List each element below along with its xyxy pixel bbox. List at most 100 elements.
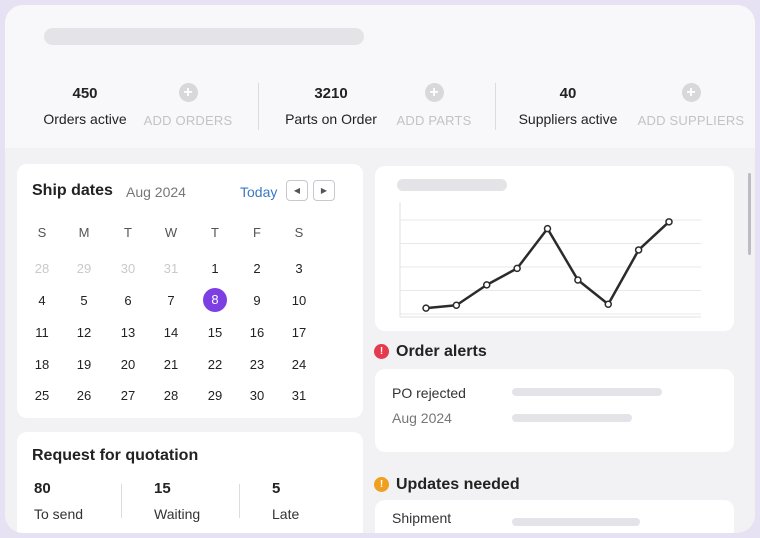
calendar-day[interactable]: 6 [124,293,132,308]
rfq-stat-to-send: 80 To send [34,480,83,522]
stat-label: Parts on Order [285,111,377,127]
divider [121,484,122,518]
calendar-day[interactable]: 14 [163,325,179,340]
data-point[interactable] [513,264,521,273]
calendar-day[interactable]: 23 [249,357,265,372]
warning-icon: ! [374,477,389,492]
calendar-day[interactable]: 5 [80,293,88,308]
plus-icon: + [424,83,444,102]
calendar-day[interactable]: 26 [76,388,92,403]
calendar-day[interactable]: 24 [291,357,307,372]
plus-icon: + [178,83,198,102]
data-point[interactable] [634,246,643,254]
calendar-day[interactable]: 9 [253,293,261,308]
calendar-day[interactable]: 17 [291,325,307,340]
calendar-day[interactable]: 27 [120,388,136,403]
calendar-day[interactable]: 12 [76,325,92,340]
alert-icon: ! [374,344,389,359]
request-for-quotation-card: Request for quotation 80 To send 15 Wait… [17,432,363,533]
calendar-day[interactable]: 4 [38,293,46,308]
weekday-label: S [37,225,47,240]
calendar-day[interactable]: 31 [291,388,307,403]
calendar-day[interactable]: 15 [207,325,223,340]
title-placeholder [44,28,364,45]
calendar-day[interactable]: 19 [76,357,92,372]
rfq-label: Waiting [154,506,201,522]
calendar-day[interactable]: 7 [167,293,175,308]
calendar-day[interactable]: 18 [34,357,50,372]
calendar-day[interactable]: 31 [163,261,179,276]
calendar-day[interactable]: 28 [163,388,179,403]
next-month-button[interactable]: ▶ [313,180,335,201]
calendar-day[interactable]: 30 [120,261,136,276]
add-suppliers-button[interactable]: + ADD SUPPLIERS [633,83,749,128]
data-point[interactable] [483,281,491,289]
alert-item-label: PO rejected [392,385,466,401]
divider [239,484,240,518]
rfq-stat-waiting: 15 Waiting [154,480,200,522]
chart-title-placeholder [397,179,507,191]
calendar-day[interactable]: 21 [163,357,179,372]
calendar-day[interactable]: 25 [34,388,50,403]
calendar-day[interactable]: 3 [295,261,303,276]
scrollbar[interactable] [748,173,751,255]
chevron-right-icon: ▶ [320,186,328,195]
data-point[interactable] [543,224,552,233]
divider [495,83,496,130]
stat-parts-on-order: 3210 Parts on Order [280,85,382,127]
weekday-label: T [211,225,219,240]
stat-orders-active: 450 Orders active [35,85,135,127]
rfq-value: 15 [154,480,171,497]
data-point[interactable] [452,301,461,309]
prev-month-button[interactable]: ◀ [286,180,308,201]
rfq-title: Request for quotation [32,447,199,464]
calendar-day[interactable]: 22 [207,357,223,372]
rfq-label: To send [34,506,84,522]
add-label: ADD SUPPLIERS [637,113,745,128]
rfq-label: Late [272,506,300,522]
add-label: ADD ORDERS [143,113,233,128]
divider [258,83,259,130]
calendar-day[interactable]: 10 [291,293,307,308]
calendar-day[interactable]: 29 [76,261,92,276]
alert-item-date: Aug 2024 [392,410,452,426]
calendar-day[interactable]: 11 [35,325,49,340]
stat-suppliers-active: 40 Suppliers active [513,85,623,127]
calendar-day[interactable]: 28 [34,261,50,276]
updates-needed-title: Updates needed [396,476,520,493]
add-parts-button[interactable]: + ADD PARTS [389,83,479,128]
calendar-month: Aug 2024 [126,184,186,200]
stat-value: 450 [72,85,98,102]
stat-value: 40 [559,85,577,102]
calendar-day[interactable]: 29 [207,388,223,403]
stat-label: Orders active [43,111,127,127]
calendar-day-selected[interactable]: 8 [203,288,227,312]
data-point[interactable] [604,300,612,309]
calendar-day[interactable]: 1 [211,261,219,276]
alert-line-placeholder [512,388,662,396]
data-point[interactable] [422,304,430,312]
weekday-label: T [124,225,132,240]
series-line [425,220,670,310]
calendar-day[interactable]: 30 [249,388,265,403]
today-link[interactable]: Today [240,184,278,200]
add-label: ADD PARTS [396,113,472,128]
data-point[interactable] [574,276,582,284]
calendar-day[interactable]: 20 [120,357,136,372]
update-item-label: Shipment [392,510,452,526]
calendar-day[interactable]: 16 [249,325,265,340]
calendar-day[interactable]: 13 [120,325,136,340]
dashboard-window: 450 Orders active + ADD ORDERS 3210 Part… [5,5,755,533]
add-orders-button[interactable]: + ADD ORDERS [138,83,238,128]
weekday-label: S [294,225,304,240]
chevron-left-icon: ◀ [293,186,301,195]
chart-card [375,166,734,331]
updates-card: Shipment [375,500,734,533]
data-point[interactable] [665,218,673,226]
order-alerts-card: PO rejected Aug 2024 [375,369,734,452]
rfq-value: 80 [34,480,51,497]
calendar-day[interactable]: 2 [253,261,261,276]
line-chart [399,202,701,318]
update-line-placeholder [512,518,640,526]
